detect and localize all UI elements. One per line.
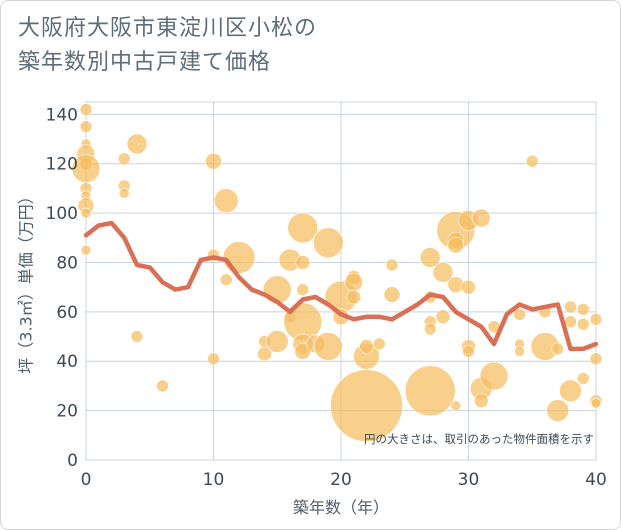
y-tick-label: 20 bbox=[56, 402, 78, 422]
bubble bbox=[295, 255, 311, 270]
bubble bbox=[330, 369, 403, 442]
x-tick-label: 30 bbox=[458, 470, 480, 490]
bubble bbox=[589, 352, 603, 366]
y-tick-label: 60 bbox=[56, 303, 78, 323]
bubble bbox=[130, 330, 144, 343]
bubble bbox=[313, 332, 343, 361]
chart-title-line-2: 築年数別中古戸建て価格 bbox=[18, 50, 272, 75]
bubble bbox=[435, 309, 451, 325]
bubble bbox=[80, 207, 92, 219]
bubble bbox=[514, 346, 525, 357]
bubble bbox=[576, 372, 590, 385]
bubble bbox=[479, 361, 509, 391]
bubble bbox=[564, 315, 577, 329]
bubble bbox=[118, 188, 130, 199]
bubble bbox=[265, 330, 289, 353]
bubble bbox=[462, 345, 475, 358]
y-tick-label: 80 bbox=[56, 253, 78, 273]
bubble bbox=[296, 283, 310, 296]
x-tick-label: 10 bbox=[203, 470, 225, 490]
bubble bbox=[117, 152, 131, 166]
y-tick-label: 0 bbox=[67, 451, 78, 471]
bubble bbox=[589, 312, 603, 326]
bubble bbox=[346, 289, 362, 305]
bubble bbox=[156, 379, 169, 393]
y-tick-label: 140 bbox=[46, 105, 78, 125]
bubble bbox=[423, 322, 437, 336]
chart-title: 大阪府大阪市東淀川区小松の 築年数別中古戸建て価格 bbox=[18, 12, 317, 80]
bubble bbox=[546, 399, 570, 422]
bubble bbox=[450, 400, 462, 411]
bubble bbox=[312, 227, 344, 259]
bubble bbox=[207, 352, 220, 366]
bubble bbox=[513, 308, 526, 321]
bubble bbox=[461, 279, 476, 295]
bubble bbox=[551, 342, 565, 356]
bubble bbox=[126, 133, 148, 155]
bubble bbox=[404, 365, 456, 417]
bubble bbox=[471, 208, 491, 228]
chart-title-line-1: 大阪府大阪市東淀川区小松の bbox=[18, 16, 318, 41]
x-axis-label: 築年数（年） bbox=[293, 498, 389, 517]
bubble bbox=[419, 247, 441, 268]
bubble bbox=[344, 272, 364, 292]
bubble bbox=[80, 244, 92, 256]
bubble bbox=[432, 262, 454, 283]
bubble bbox=[473, 393, 489, 409]
bubble bbox=[372, 337, 386, 351]
average-price-line bbox=[83, 220, 599, 352]
bubble bbox=[576, 303, 590, 316]
y-tick-label: 100 bbox=[46, 204, 78, 224]
bubble bbox=[222, 241, 256, 274]
bubbles bbox=[71, 103, 603, 442]
bubble bbox=[359, 339, 374, 354]
bubble bbox=[564, 300, 577, 314]
bubble bbox=[287, 212, 319, 244]
bubble bbox=[385, 258, 399, 272]
x-tick-label: 40 bbox=[585, 470, 607, 490]
bubble bbox=[576, 317, 590, 331]
y-tick-label: 40 bbox=[56, 352, 78, 372]
average-line bbox=[83, 220, 599, 352]
bubble bbox=[79, 103, 93, 116]
y-tick-label: 120 bbox=[46, 155, 78, 175]
bubble bbox=[79, 120, 93, 133]
bubble bbox=[219, 273, 233, 287]
bubble bbox=[447, 236, 465, 254]
bubble-size-note: 円の大きさは、取引のあった物件面積を示す bbox=[364, 432, 594, 446]
bubble bbox=[559, 379, 582, 403]
bubble bbox=[383, 286, 401, 303]
bubble bbox=[590, 397, 602, 409]
ticks: 0 20 40 60 80 100 120 140 0 10 20 30 40 bbox=[46, 105, 607, 490]
bubble bbox=[205, 152, 222, 170]
y-axis-label: 坪（3.3㎡）単価（万円） bbox=[17, 188, 36, 373]
x-tick-label: 0 bbox=[81, 470, 92, 490]
bubble bbox=[525, 154, 539, 168]
bubble bbox=[213, 188, 239, 214]
bubble bbox=[447, 276, 465, 294]
x-tick-label: 20 bbox=[330, 470, 352, 490]
